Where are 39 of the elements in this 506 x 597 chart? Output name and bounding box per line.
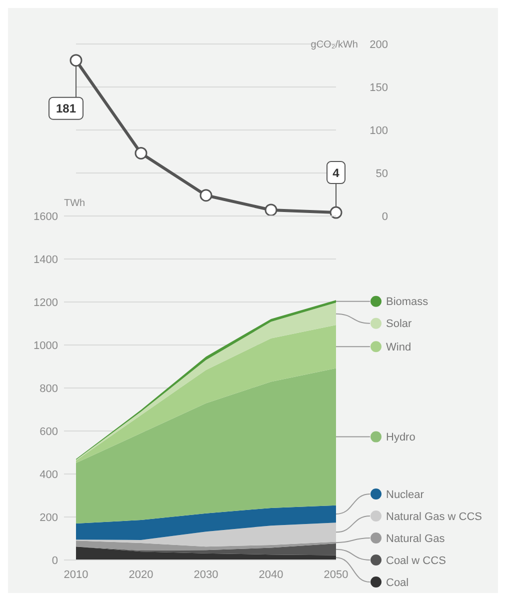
y-tick-label: 1200 — [34, 296, 58, 309]
x-tick-label: 2050 — [324, 569, 348, 581]
annotation: 4 — [332, 166, 340, 180]
legend-label: Nuclear — [386, 488, 424, 501]
y-tick-label: 800 — [40, 382, 58, 395]
legend-label: Coal w CCS — [386, 554, 446, 567]
y-tick-label: 0 — [382, 210, 388, 223]
legend-label: Natural Gas w CCS — [386, 510, 482, 523]
point — [70, 54, 82, 67]
y-tick-label: 100 — [370, 124, 388, 137]
y-tick-label: 1400 — [34, 254, 58, 266]
value-callout: 4 — [326, 161, 346, 208]
value-callout: 181 — [48, 66, 84, 120]
point — [134, 146, 148, 160]
y-tick-label: 600 — [40, 426, 58, 438]
legend-label: Wind — [386, 341, 412, 354]
y-tick-label: 1000 — [34, 340, 58, 352]
x-tick-label: 2010 — [64, 569, 88, 581]
y-tick-label: 400 — [40, 468, 58, 481]
y-axis-title: gCO₂/kWh — [310, 40, 358, 50]
point — [200, 189, 212, 202]
point — [330, 206, 342, 219]
y-tick-label: 200 — [40, 512, 58, 524]
annotation: 181 — [56, 102, 76, 116]
y-tick-label: 50 — [376, 168, 388, 180]
legend-label: Hydro — [386, 432, 416, 444]
legend-label: Natural Gas — [386, 532, 446, 545]
legend-label: Solar — [386, 318, 412, 330]
y-tick-label: 200 — [370, 38, 388, 51]
y-tick-label: 150 — [370, 82, 388, 94]
y-axis-title: TWh — [64, 198, 86, 209]
x-tick-label: 2020 — [128, 569, 154, 581]
y-tick-label: 1600 — [34, 210, 58, 223]
legend-label: Coal — [386, 576, 409, 589]
x-tick-label: 2040 — [258, 569, 284, 581]
legend-label: Biomass — [386, 296, 429, 308]
x-tick-label: 2030 — [194, 569, 218, 581]
point — [264, 204, 278, 216]
y-tick-label: 0 — [52, 554, 58, 567]
